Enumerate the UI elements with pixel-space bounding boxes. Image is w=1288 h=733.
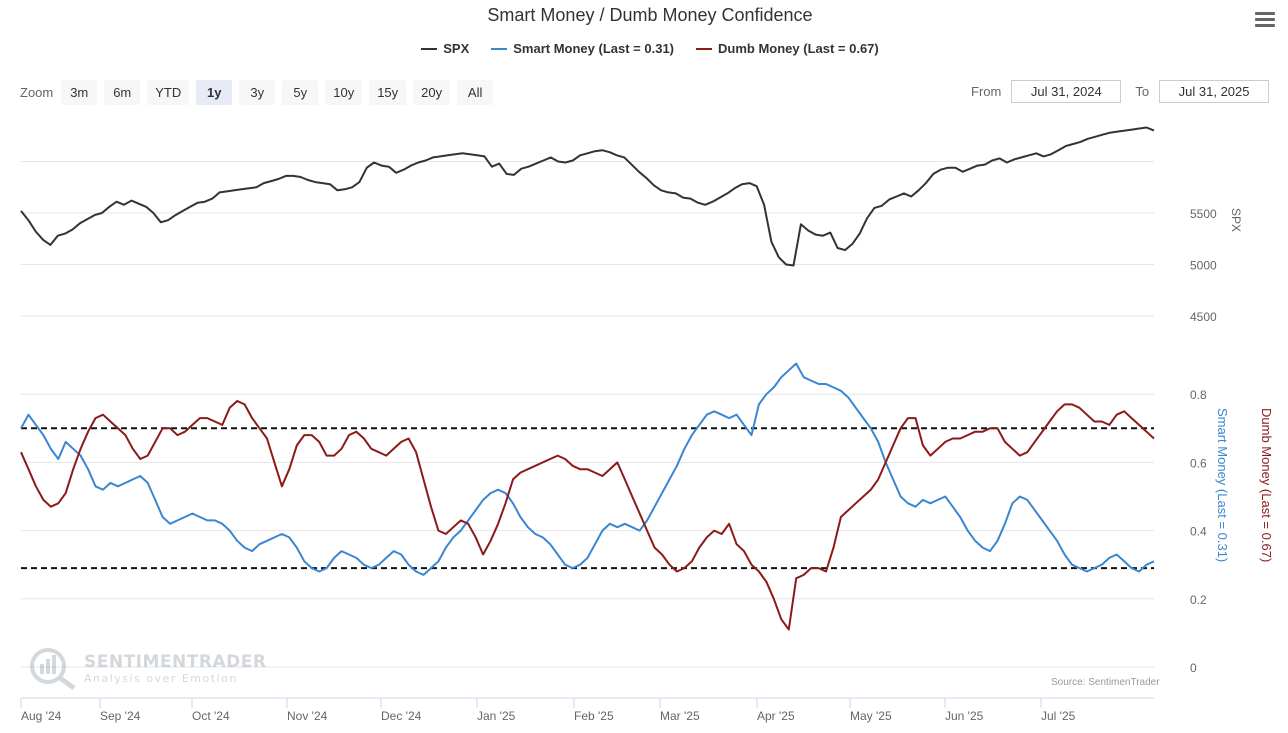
legend-swatch-spx — [421, 47, 438, 50]
spx-tick-label: 5000 — [1190, 259, 1217, 273]
confidence-tick-label: 0.2 — [1190, 593, 1207, 607]
spx-line — [20, 126, 1155, 267]
zoom-button-10y[interactable]: 10y — [325, 80, 363, 105]
spx-tick-label: 4500 — [1190, 310, 1217, 324]
x-tick-label: Jul '25 — [1041, 709, 1076, 723]
zoom-button-5y[interactable]: 5y — [282, 80, 319, 105]
legend-swatch-dumb-money — [696, 47, 713, 50]
zoom-button-3m[interactable]: 3m — [61, 80, 98, 105]
legend-label-dumb-money: Dumb Money (Last = 0.67) — [718, 41, 879, 56]
legend-label-spx: SPX — [443, 41, 470, 56]
smart-money-line — [20, 362, 1155, 576]
confidence-tick-label: 0 — [1190, 661, 1197, 675]
legend-label-smart-money: Smart Money (Last = 0.31) — [513, 41, 675, 56]
source-credit: Source: SentimenTrader — [1051, 677, 1160, 688]
to-date-input[interactable]: Jul 31, 2025 — [1159, 80, 1270, 103]
zoom-button-all[interactable]: All — [457, 80, 494, 105]
zoom-selector: Zoom 3m 6m YTD 1y 3y 5y 10y 15y 20y All — [20, 80, 500, 105]
zoom-button-3y[interactable]: 3y — [239, 80, 276, 105]
x-tick-label: Feb '25 — [574, 709, 614, 723]
legend-item-smart-money[interactable]: Smart Money (Last = 0.31) — [491, 41, 674, 56]
zoom-button-6m[interactable]: 6m — [104, 80, 141, 105]
x-tick-label: May '25 — [850, 709, 892, 723]
zoom-label: Zoom — [20, 85, 54, 100]
x-tick-label: Mar '25 — [660, 709, 700, 723]
hamburger-menu-icon[interactable] — [1255, 12, 1275, 32]
watermark: SENTIMENTRADER Analysis over Emotion — [28, 646, 266, 690]
x-tick-label: Jan '25 — [477, 709, 516, 723]
x-tick-label: Apr '25 — [757, 709, 795, 723]
confidence-tick-label: 0.6 — [1190, 456, 1207, 470]
watermark-tagline: Analysis over Emotion — [84, 671, 238, 685]
spx-tick-label: 5500 — [1190, 207, 1217, 221]
zoom-button-20y[interactable]: 20y — [413, 80, 451, 105]
from-date-input[interactable]: Jul 31, 2024 — [1011, 80, 1122, 103]
zoom-button-ytd[interactable]: YTD — [147, 80, 190, 105]
x-tick-label: Sep '24 — [100, 709, 141, 723]
x-tick-label: Nov '24 — [287, 709, 328, 723]
chart-title: Smart Money / Dumb Money Confidence — [487, 5, 813, 25]
chart-legend: SPX Smart Money (Last = 0.31) Dumb Money… — [0, 41, 1288, 56]
confidence-tick-label: 0.4 — [1190, 525, 1207, 539]
x-tick-label: Jun '25 — [945, 709, 984, 723]
legend-item-spx[interactable]: SPX — [421, 41, 469, 56]
legend-item-dumb-money[interactable]: Dumb Money (Last = 0.67) — [696, 41, 879, 56]
zoom-button-15y[interactable]: 15y — [369, 80, 407, 105]
dumb-money-line — [20, 400, 1155, 631]
from-label: From — [971, 84, 1002, 99]
smart-money-axis-label: Smart Money (Last = 0.31) — [1215, 408, 1230, 562]
zoom-button-1y[interactable]: 1y — [196, 80, 233, 105]
x-tick-label: Oct '24 — [192, 709, 230, 723]
dumb-money-axis-label: Dumb Money (Last = 0.67) — [1259, 408, 1274, 562]
x-tick-label: Dec '24 — [381, 709, 422, 723]
x-tick-label: Aug '24 — [21, 709, 62, 723]
to-label: To — [1135, 84, 1150, 99]
watermark-name: SENTIMENTRADER — [84, 651, 267, 672]
legend-swatch-smart-money — [491, 47, 508, 50]
magnifier-logo-icon — [30, 648, 76, 690]
spx-axis-label: SPX — [1229, 208, 1243, 232]
date-range: From Jul 31, 2024 To Jul 31, 2025 — [971, 80, 1270, 103]
confidence-tick-label: 0.8 — [1190, 388, 1207, 402]
